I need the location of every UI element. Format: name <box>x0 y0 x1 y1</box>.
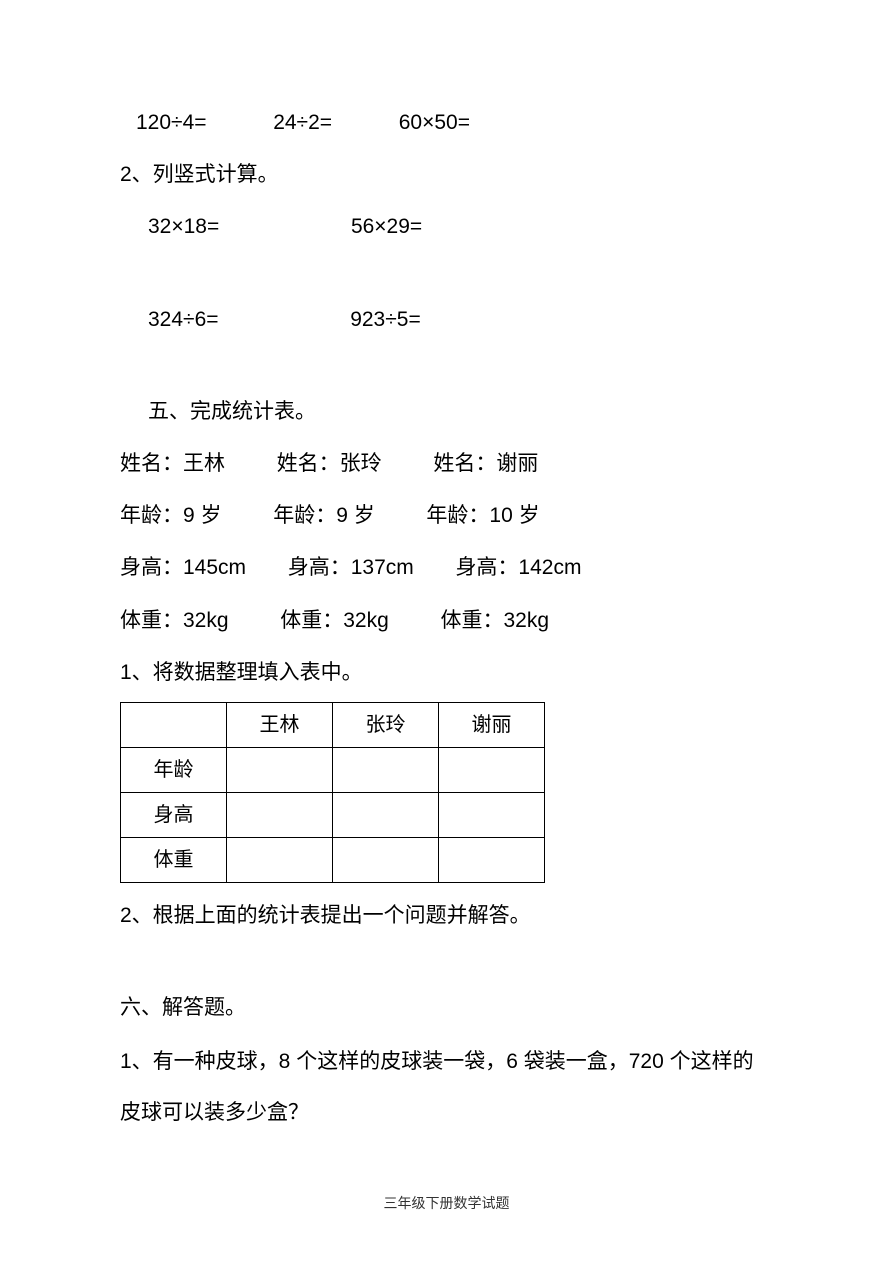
height-3: 身高：142cm <box>455 556 581 579</box>
vertical-calc-row-2: 324÷6= 923÷5= <box>120 297 773 343</box>
table-header-row: 王林 张玲 谢丽 <box>121 702 545 747</box>
weight-1: 体重：32kg <box>120 609 229 632</box>
cell <box>227 837 333 882</box>
age-2: 年龄：9 岁 <box>273 504 375 527</box>
cell <box>333 792 439 837</box>
calc-4: 923÷5= <box>350 308 421 331</box>
calc-2: 56×29= <box>351 215 422 238</box>
cell <box>439 792 545 837</box>
cell <box>439 837 545 882</box>
age-3: 年龄：10 岁 <box>426 504 539 527</box>
weight-3: 体重：32kg <box>440 609 549 632</box>
table-row: 体重 <box>121 837 545 882</box>
q6-1: 1、有一种皮球，8 个这样的皮球装一袋，6 袋装一盒，720 个这样的皮球可以装… <box>120 1037 773 1138</box>
calc-3: 324÷6= <box>148 308 219 331</box>
data-table: 王林 张玲 谢丽 年龄 身高 体重 <box>120 702 545 883</box>
table-row: 身高 <box>121 792 545 837</box>
page-footer: 三年级下册数学试题 <box>0 1193 893 1213</box>
calc-1: 32×18= <box>148 215 219 238</box>
height-1: 身高：145cm <box>120 556 246 579</box>
age-1: 年龄：9 岁 <box>120 504 222 527</box>
header-col-3: 谢丽 <box>439 702 545 747</box>
student-heights: 身高：145cm 身高：137cm 身高：142cm <box>120 545 773 591</box>
q5-2: 2、根据上面的统计表提出一个问题并解答。 <box>120 893 773 939</box>
page-content: 120÷4= 24÷2= 60×50= 2、列竖式计算。 32×18= 56×2… <box>120 100 773 1138</box>
name-3: 姓名：谢丽 <box>433 452 538 475</box>
q2-title: 2、列竖式计算。 <box>120 152 773 198</box>
weight-2: 体重：32kg <box>280 609 389 632</box>
problem-1: 120÷4= <box>136 111 207 134</box>
section-5-title: 五、完成统计表。 <box>120 389 773 435</box>
name-1: 姓名：王林 <box>120 452 225 475</box>
header-blank <box>121 702 227 747</box>
name-2: 姓名：张玲 <box>277 452 382 475</box>
section-6-title: 六、解答题。 <box>120 985 773 1031</box>
row-label-height: 身高 <box>121 792 227 837</box>
student-ages: 年龄：9 岁 年龄：9 岁 年龄：10 岁 <box>120 493 773 539</box>
row-label-weight: 体重 <box>121 837 227 882</box>
arithmetic-row-1: 120÷4= 24÷2= 60×50= <box>120 100 773 146</box>
student-weights: 体重：32kg 体重：32kg 体重：32kg <box>120 598 773 644</box>
table-row: 年龄 <box>121 747 545 792</box>
vertical-calc-row-1: 32×18= 56×29= <box>120 204 773 250</box>
cell <box>227 747 333 792</box>
header-col-2: 张玲 <box>333 702 439 747</box>
q5-1: 1、将数据整理填入表中。 <box>120 650 773 696</box>
header-col-1: 王林 <box>227 702 333 747</box>
height-2: 身高：137cm <box>288 556 414 579</box>
row-label-age: 年龄 <box>121 747 227 792</box>
problem-3: 60×50= <box>399 111 470 134</box>
problem-2: 24÷2= <box>273 111 332 134</box>
cell <box>439 747 545 792</box>
cell <box>333 747 439 792</box>
cell <box>227 792 333 837</box>
student-names: 姓名：王林 姓名：张玲 姓名：谢丽 <box>120 441 773 487</box>
cell <box>333 837 439 882</box>
